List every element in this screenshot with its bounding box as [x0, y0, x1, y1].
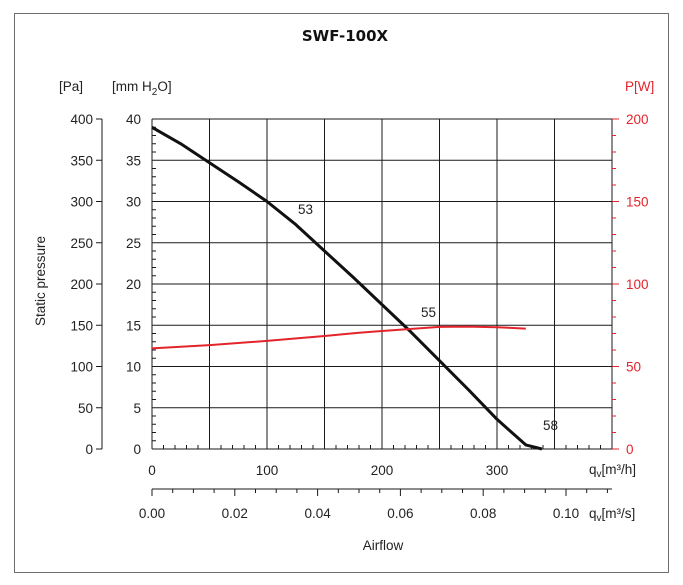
ticks: 0501001502002503003504000510152025303540…: [70, 112, 648, 521]
y-tick-label-mmh2o: 40: [126, 112, 141, 127]
x-tick-label-m3s: 0.06: [387, 506, 413, 521]
y-tick-label-pa: 150: [70, 318, 93, 333]
x-bottom-unit: qv[m³/s]: [589, 506, 635, 524]
y-tick-label-power: 0: [626, 442, 634, 457]
y-tick-label-pa: 300: [70, 195, 93, 210]
y-tick-label-pa: 250: [70, 236, 93, 251]
y-tick-label-power: 100: [626, 277, 649, 292]
y-tick-label-mmh2o: 35: [126, 153, 141, 168]
x-tick-label-m3s: 0.04: [304, 506, 331, 521]
pressure-curve: [151, 125, 543, 451]
curve-annotation: 53: [298, 202, 313, 217]
y-left-inner-unit: [mm H2O]: [112, 79, 172, 98]
y-tick-label-mmh2o: 15: [126, 318, 141, 333]
y-tick-label-pa: 100: [70, 360, 93, 375]
y-left-outer-unit: [Pa]: [59, 79, 83, 94]
chart-frame: [14, 13, 669, 573]
x-tick-label-m3s: 0.08: [470, 506, 496, 521]
y-tick-label-pa: 50: [78, 401, 93, 416]
y-tick-label-pa: 0: [85, 442, 93, 457]
x-axis-label: Airflow: [363, 538, 404, 553]
x-tick-label-m3s: 0.02: [222, 506, 248, 521]
chart-title: SWF-100X: [302, 27, 389, 45]
y-tick-label-pa: 200: [70, 277, 93, 292]
y-tick-label-mmh2o: 25: [126, 236, 141, 251]
x-tick-label-m3s: 0.10: [553, 506, 579, 521]
x-tick-label-m3h: 300: [486, 463, 509, 478]
annotations: 53 55 58: [298, 202, 558, 433]
y-tick-label-power: 200: [626, 112, 649, 127]
x-tick-label-m3h: 200: [371, 463, 394, 478]
y-tick-label-power: 150: [626, 195, 649, 210]
y-tick-label-mmh2o: 10: [126, 360, 141, 375]
y-tick-label-mmh2o: 0: [133, 442, 141, 457]
x-tick-label-m3h: 100: [256, 463, 279, 478]
curve-annotation: 55: [421, 305, 436, 320]
x-tick-label-m3s: 0.00: [139, 506, 165, 521]
series: [151, 125, 543, 451]
y-tick-label-mmh2o: 20: [126, 277, 141, 292]
y-axis-label: Static pressure: [33, 236, 48, 326]
y-tick-label-pa: 400: [70, 112, 93, 127]
y-tick-label-power: 50: [626, 360, 641, 375]
y-tick-label-mmh2o: 30: [126, 195, 141, 210]
power-curve: [151, 325, 526, 350]
y-right-unit: P[W]: [625, 79, 654, 94]
y-tick-label-pa: 350: [70, 153, 93, 168]
y-tick-label-mmh2o: 5: [133, 401, 141, 416]
curve-annotation: 58: [543, 418, 558, 433]
x-top-unit: qv[m³/h]: [589, 462, 636, 480]
x-tick-label-m3h: 0: [148, 463, 156, 478]
